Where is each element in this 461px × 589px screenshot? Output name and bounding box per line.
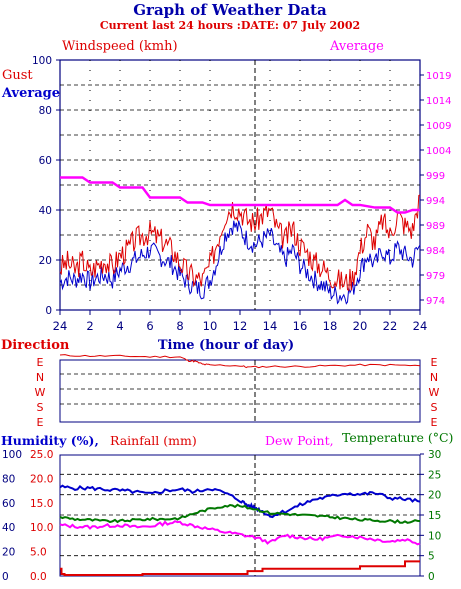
wind-x-axis-label: Time (hour of day) — [158, 338, 294, 353]
wind-right-tick-label: 974 — [426, 296, 445, 307]
direction-left-tick-label: E — [37, 416, 44, 429]
wind-x-tick-label: 4 — [116, 319, 123, 333]
humidity-left-tick-label: 80 — [2, 473, 15, 485]
wind-header-left: Windspeed (kmh) — [62, 39, 178, 54]
direction-plot-frame — [59, 359, 421, 423]
wind-x-tick-label: 10 — [203, 319, 218, 333]
wind-x-tick-label: 14 — [263, 319, 278, 333]
direction-right-tick-label: N — [430, 371, 438, 384]
direction-left-tick-label: E — [37, 356, 44, 369]
chart-subtitle: Current last 24 hours :DATE: 07 July 200… — [100, 19, 360, 32]
rainfall-tick-label: 15.0 — [30, 498, 53, 510]
humidity-left-tick-label: 20 — [2, 547, 15, 559]
wind-x-tick-label: 20 — [353, 319, 368, 333]
wind-x-tick-label: 6 — [146, 319, 153, 333]
wind-left-tick-label: 40 — [39, 205, 52, 217]
direction-axis-label: Direction — [1, 338, 70, 353]
wind-right-tick-label: 999 — [426, 171, 445, 182]
humidity-panel: 10080604020025.020.015.010.05.00.0302520… — [2, 449, 441, 583]
temperature-tick-label: 10 — [428, 530, 441, 542]
wind-left-tick-label: 0 — [45, 305, 52, 317]
temperature-tick-label: 25 — [428, 469, 441, 481]
temperature-tick-label: 5 — [428, 551, 435, 563]
rainfall-tick-label: 0.0 — [30, 571, 47, 583]
wind-legend-average: Average — [1, 86, 60, 101]
wind-right-tick-label: 989 — [426, 221, 445, 232]
wind-x-tick-label: 18 — [323, 319, 338, 333]
wind-right-tick-label: 1014 — [426, 96, 451, 107]
wind-x-tick-label: 2 — [86, 319, 93, 333]
wind-header-right: Average — [329, 39, 384, 54]
wind-x-tick-label: 16 — [293, 319, 308, 333]
wind-x-tick-label: 22 — [383, 319, 398, 333]
legend-temperature: Temperature (°C) — [342, 430, 453, 445]
humidity-series — [59, 484, 421, 519]
humidity-left-tick-label: 100 — [2, 449, 22, 461]
wind-right-tick-label: 1009 — [426, 121, 451, 132]
legend-dew-point: Dew Point, — [265, 433, 334, 448]
wind-legend-gust: Gust — [2, 68, 33, 83]
wind-left-tick-label: 60 — [39, 155, 52, 167]
wind-left-tick-label: 20 — [39, 255, 52, 267]
direction-left-tick-label: S — [37, 401, 44, 414]
temperature-tick-label: 15 — [428, 510, 441, 522]
wind-left-tick-label: 100 — [32, 55, 52, 67]
rainfall-tick-label: 10.0 — [30, 522, 53, 534]
temperature-tick-label: 20 — [428, 490, 441, 502]
direction-left-tick-label: W — [35, 386, 46, 399]
wind-gust-series — [59, 194, 421, 292]
rainfall-tick-label: 25.0 — [30, 449, 53, 461]
humidity-left-tick-label: 60 — [2, 498, 15, 510]
wind-x-tick-label: 12 — [233, 319, 248, 333]
direction-right-tick-label: E — [431, 416, 438, 429]
wind-right-tick-label: 1019 — [426, 71, 451, 82]
wind-right-tick-label: 994 — [426, 196, 445, 207]
humidity-left-tick-label: 0 — [2, 571, 9, 583]
rainfall-tick-label: 5.0 — [30, 547, 47, 559]
temperature-tick-label: 30 — [428, 449, 441, 461]
direction-right-tick-label: W — [429, 386, 440, 399]
wind-right-tick-label: 979 — [426, 271, 445, 282]
temperature-tick-label: 0 — [428, 571, 435, 583]
rainfall-tick-label: 20.0 — [30, 473, 53, 485]
wind-right-tick-label: 984 — [426, 246, 445, 257]
rainfall-series — [60, 560, 420, 576]
wind-average-series — [59, 220, 421, 305]
dew-point-series — [59, 520, 421, 546]
direction-right-tick-label: E — [431, 356, 438, 369]
direction-left-tick-label: N — [36, 371, 44, 384]
direction-series — [59, 354, 421, 369]
wind-left-tick-label: 80 — [39, 105, 52, 117]
wind-panel: 1008060402001019101410091004999994989984… — [32, 55, 452, 333]
direction-panel: E EN NW WS SE E — [35, 354, 440, 429]
wind-x-tick-label: 24 — [53, 319, 68, 333]
pressure-average-series — [60, 176, 420, 214]
legend-humidity: Humidity (%), — [1, 433, 99, 448]
chart-title: Graph of Weather Data — [133, 1, 327, 19]
wind-right-tick-label: 1004 — [426, 146, 451, 157]
temperature-series — [59, 503, 421, 524]
humidity-left-tick-label: 40 — [2, 522, 15, 534]
wind-x-tick-label: 24 — [413, 319, 428, 333]
legend-rainfall: Rainfall (mm) — [110, 433, 197, 448]
direction-right-tick-label: S — [431, 401, 438, 414]
wind-x-tick-label: 8 — [176, 319, 183, 333]
